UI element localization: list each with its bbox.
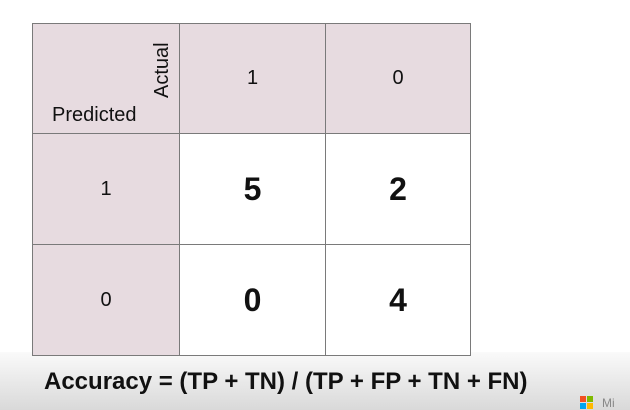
actual-axis-label: Actual: [151, 42, 173, 98]
cell-true-positive: 5: [179, 133, 326, 245]
cell-true-negative: 4: [325, 244, 471, 356]
logo-square-green: [587, 396, 593, 402]
predicted-axis-label: Predicted: [52, 104, 137, 126]
actual-header-1: 1: [179, 23, 326, 134]
logo-square-yellow: [587, 403, 593, 409]
cell-false-negative: 0: [179, 244, 326, 356]
matrix-header-row: Actual Predicted 1 0: [32, 23, 471, 134]
matrix-corner-cell: Actual Predicted: [32, 23, 180, 134]
logo-text: Mi: [602, 396, 615, 410]
matrix-row-predicted-0: 0 0 4: [32, 244, 471, 356]
predicted-header-0: 0: [32, 244, 180, 356]
logo-square-red: [580, 396, 586, 402]
microsoft-logo: Mi: [580, 395, 630, 410]
logo-square-blue: [580, 403, 586, 409]
predicted-header-1: 1: [32, 133, 180, 245]
cell-false-positive: 2: [325, 133, 471, 245]
bottom-band: [0, 352, 630, 410]
actual-header-0: 0: [325, 23, 471, 134]
confusion-matrix: Actual Predicted 1 0 1 5 2 0 0 4: [32, 23, 471, 356]
accuracy-formula: Accuracy = (TP + TN) / (TP + FP + TN + F…: [44, 368, 528, 395]
matrix-row-predicted-1: 1 5 2: [32, 133, 471, 245]
